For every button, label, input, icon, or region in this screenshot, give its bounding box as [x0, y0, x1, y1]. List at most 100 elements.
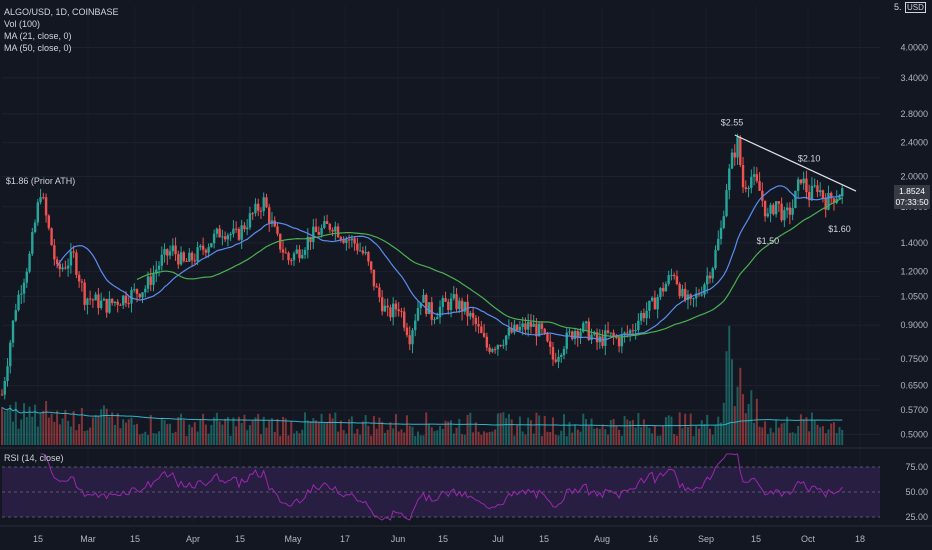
volume-bar	[708, 428, 711, 445]
rsi-tick-label: 50.00	[905, 487, 928, 497]
volume-bar	[367, 425, 370, 445]
rsi-legend[interactable]: RSI (14, close)	[4, 453, 64, 463]
volume-bar	[348, 419, 351, 445]
volume-bar	[444, 420, 447, 445]
volume-bar	[78, 424, 81, 445]
candle-body	[730, 152, 734, 169]
candle-body	[369, 261, 373, 270]
candle-body	[328, 223, 332, 230]
bar-countdown: 07:33:50	[895, 197, 929, 207]
price-tick-label: 1.2000	[900, 267, 928, 277]
volume-bar	[301, 429, 304, 445]
volume-bar	[25, 417, 28, 445]
volume-bar	[89, 427, 92, 445]
volume-bar	[777, 427, 780, 445]
volume-bar	[193, 422, 196, 445]
candle-body	[245, 227, 249, 230]
volume-bar	[623, 416, 626, 445]
volume-bar	[819, 427, 822, 445]
volume-bar	[56, 410, 59, 445]
candle-body	[422, 294, 425, 303]
volume-bar	[237, 416, 240, 445]
volume-bar	[75, 430, 78, 445]
candle-body	[634, 330, 637, 332]
candle-body	[535, 323, 538, 337]
volume-bar	[452, 433, 455, 445]
volume-bar	[342, 429, 345, 445]
volume-bar	[670, 416, 673, 445]
candle-body	[240, 225, 243, 240]
candle-body	[309, 236, 312, 243]
volume-bar	[235, 426, 238, 445]
volume-bar	[177, 417, 180, 445]
candle-body	[717, 238, 720, 251]
candle-body	[469, 312, 472, 317]
volume-bar	[631, 419, 634, 445]
volume-bar	[295, 430, 298, 445]
volume-bar	[538, 415, 541, 445]
volume-bar	[58, 424, 61, 445]
volume-bar	[100, 409, 103, 445]
candle-body	[64, 267, 67, 269]
price-tick-label: 0.5700	[900, 405, 928, 415]
symbol-title[interactable]: ALGO/USD, 1D, COINBASE	[4, 7, 119, 17]
volume-bar	[226, 417, 229, 445]
rsi-tick-label: 75.00	[905, 462, 928, 472]
legend-ma50[interactable]: MA (50, close, 0)	[4, 43, 72, 53]
currency-badge[interactable]: USD	[905, 2, 926, 13]
candle-body	[670, 274, 673, 276]
candle-body	[841, 188, 844, 197]
candle-body	[838, 196, 841, 199]
volume-bar	[609, 420, 612, 445]
volume-bar	[560, 430, 563, 445]
time-tick-label: Apr	[186, 534, 200, 544]
candle-body	[199, 245, 202, 248]
candle-body	[212, 233, 216, 244]
candle-body	[477, 324, 480, 327]
volume-bar	[39, 412, 42, 445]
volume-bar	[568, 422, 571, 445]
volume-bar	[722, 402, 725, 445]
candle-body	[317, 232, 321, 235]
volume-bar	[780, 423, 783, 445]
volume-bar	[527, 417, 530, 445]
candle-body	[281, 249, 285, 253]
volume-bar	[229, 435, 232, 445]
volume-bar	[1, 407, 3, 445]
volume-bar	[326, 422, 329, 445]
volume-bar	[381, 421, 384, 445]
volume-bar	[540, 436, 543, 445]
volume-bar	[34, 404, 37, 445]
volume-bar	[17, 428, 20, 445]
candle-body	[639, 313, 643, 321]
candle-body	[582, 323, 585, 332]
candle-body	[667, 275, 670, 284]
volume-bar	[469, 412, 472, 445]
volume-bar	[689, 413, 692, 445]
volume-bar	[607, 434, 610, 445]
candle-body	[485, 336, 489, 348]
volume-bar	[455, 427, 458, 445]
candle-body	[20, 293, 23, 295]
volume-bar	[791, 432, 794, 445]
volume-bar	[824, 433, 827, 445]
volume-bar	[648, 427, 651, 445]
legend-ma21[interactable]: MA (21, close, 0)	[4, 31, 72, 41]
candle-body	[342, 239, 345, 243]
chart-legend: ALGO/USD, 1D, COINBASE Vol (100) MA (21,…	[4, 6, 119, 54]
volume-bar	[408, 425, 411, 445]
volume-bar	[111, 412, 114, 445]
candle-body	[39, 197, 42, 203]
volume-bar	[574, 424, 577, 445]
candle-body	[116, 301, 119, 305]
candle-body	[122, 295, 125, 306]
candle-body	[444, 298, 447, 302]
candle-body	[119, 304, 122, 306]
candle-body	[248, 213, 252, 228]
candle-body	[190, 252, 194, 261]
volume-bar	[430, 427, 433, 445]
legend-volume[interactable]: Vol (100)	[4, 19, 41, 29]
candle-body	[36, 202, 40, 223]
volume-bar	[359, 434, 362, 445]
